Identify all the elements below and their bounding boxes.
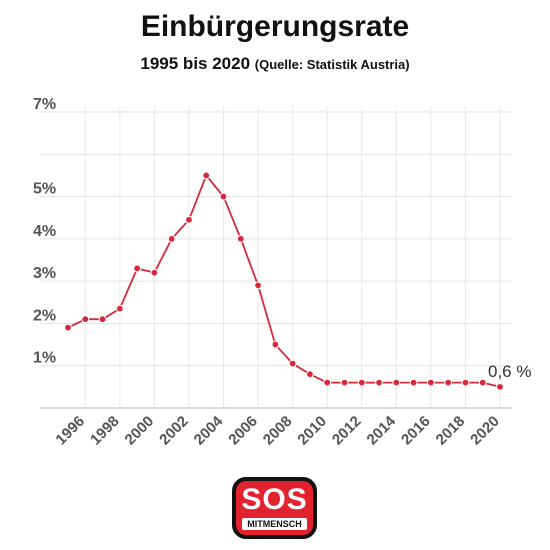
- data-point: [115, 304, 124, 313]
- x-tick-label: 2002: [156, 413, 192, 449]
- data-point: [236, 234, 245, 243]
- data-point: [254, 281, 262, 290]
- data-point: [98, 315, 107, 324]
- data-point: [167, 234, 176, 243]
- data-point: [478, 378, 487, 387]
- data-point: [392, 378, 401, 387]
- data-point: [185, 215, 193, 224]
- logo-main-text: SOS: [241, 483, 308, 516]
- chart-source: (Quelle: Statistik Austria): [254, 57, 410, 72]
- data-point: [340, 378, 349, 387]
- data-point: [288, 359, 297, 368]
- annotation-label: 0,6 %: [488, 362, 531, 381]
- chart-title: Einbürgerungsrate: [140, 10, 410, 43]
- y-tick-label: 3%: [33, 265, 56, 282]
- x-tick-label: 1996: [52, 413, 88, 449]
- data-point: [219, 192, 228, 201]
- data-point: [426, 378, 435, 387]
- x-tick-label: 2008: [260, 413, 296, 449]
- y-tick-label: 7%: [33, 96, 56, 113]
- data-point: [202, 171, 211, 180]
- y-tick-label: 5%: [33, 181, 56, 198]
- chart-subtitle: 1995 bis 2020 (Quelle: Statistik Austria…: [0, 54, 550, 74]
- x-tick-label: 2006: [225, 413, 261, 449]
- sos-mitmensch-logo: SOS MITMENSCH: [232, 477, 317, 539]
- data-point: [150, 268, 159, 277]
- x-tick-label: 1998: [87, 413, 123, 449]
- x-tick-label: 2016: [398, 413, 434, 449]
- data-point: [64, 323, 72, 332]
- logo-sub-text: MITMENSCH: [242, 518, 307, 530]
- data-point: [375, 378, 383, 387]
- x-tick-label: 2004: [191, 412, 227, 448]
- x-tick-label: 2010: [294, 413, 330, 449]
- data-point: [357, 378, 366, 387]
- y-tick-label: 1%: [33, 350, 56, 367]
- data-point: [496, 382, 504, 391]
- data-point: [409, 378, 418, 387]
- y-tick-label: 4%: [33, 223, 56, 240]
- x-tick-label: 2018: [433, 413, 469, 449]
- data-point: [271, 340, 280, 349]
- chart-subtitle-years: 1995 bis 2020: [140, 54, 251, 73]
- data-point: [81, 315, 90, 324]
- data-point: [323, 378, 332, 387]
- data-point: [306, 370, 314, 379]
- data-point: [444, 378, 453, 387]
- x-tick-label: 2012: [329, 413, 365, 449]
- data-point: [461, 378, 470, 387]
- x-tick-label: 2000: [122, 413, 158, 449]
- data-point: [133, 264, 142, 273]
- y-tick-label: 2%: [33, 307, 56, 324]
- x-tick-label: 2014: [364, 412, 400, 448]
- x-tick-label: 2020: [467, 413, 503, 449]
